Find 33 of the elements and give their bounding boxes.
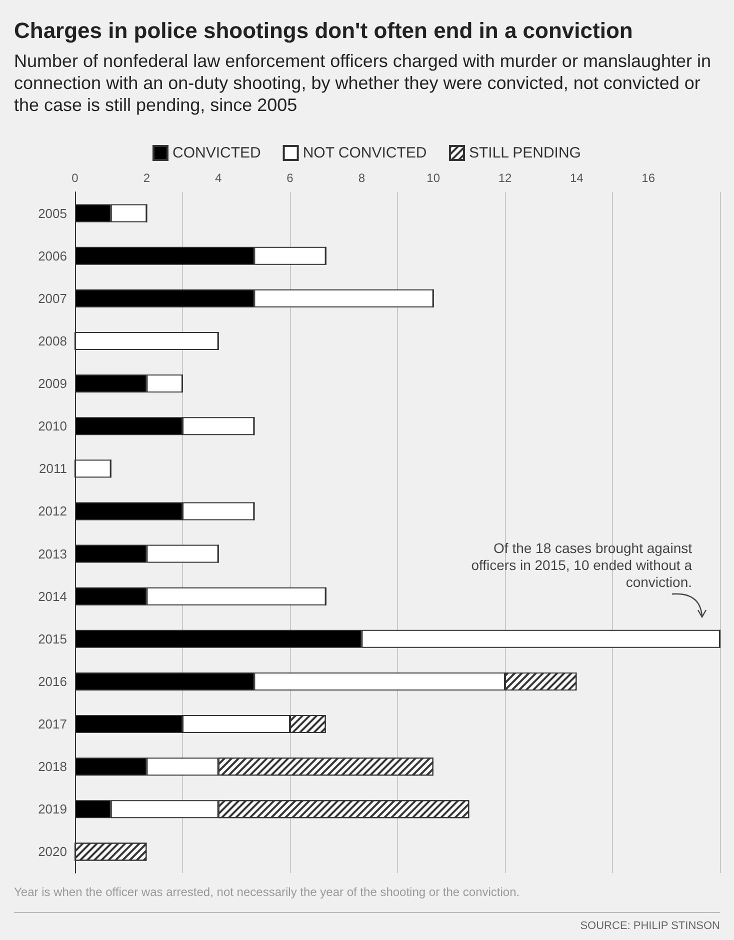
x-tick-label: 14 [570, 171, 584, 185]
y-tick-label: 2018 [38, 759, 67, 774]
y-tick-label: 2006 [38, 248, 67, 264]
x-tick-label: 0 [72, 171, 79, 185]
y-tick-label: 2017 [38, 716, 67, 732]
chart-subtitle: Number of nonfederal law enforcement officers charged with murder or manslaughter in connection with an on-duty shooting, by whether they were convicted, not convicted or the case is still pending, since 2005 [14, 50, 712, 116]
x-tick-label: 8 [358, 171, 366, 185]
y-tick-label: 2016 [38, 674, 67, 689]
y-tick-label: 2009 [38, 376, 67, 392]
x-tick-label: 10 [426, 171, 440, 185]
legend-label: STILL PENDING [468, 144, 581, 162]
y-tick-label: 2011 [39, 461, 67, 476]
y-tick-label: 2012 [38, 504, 67, 519]
y-tick-label: 2014 [38, 588, 67, 604]
y-tick-label: 2010 [38, 418, 67, 434]
chart-title: Charges in police shootings don't often end in a conviction [14, 18, 634, 44]
y-tick-label: 2005 [38, 206, 67, 221]
x-tick-label: 4 [214, 171, 222, 185]
x-tick-label: 6 [286, 171, 294, 185]
legend-label: NOT CONVICTED [302, 144, 427, 162]
legend-label: CONVICTED [172, 144, 261, 162]
y-tick-label: 2019 [38, 802, 67, 817]
y-tick-label: 2020 [38, 844, 67, 860]
annotation: Of the 18 cases brought against officers in 2015, 10 ended without a conviction. [470, 540, 692, 591]
y-tick-label: 2015 [38, 631, 67, 646]
y-tick-label: 2007 [38, 290, 67, 306]
source-note: SOURCE: PHILIP STINSON [580, 920, 720, 932]
y-tick-label: 2013 [38, 546, 67, 562]
y-tick-label: 2008 [38, 333, 67, 348]
x-tick-label: 2 [143, 171, 150, 185]
x-tick-label: 12 [498, 171, 512, 185]
text: Year is when the officer was arrested, not necessarily the year of the shooting or the conviction. [14, 885, 520, 899]
x-tick-label: 16 [642, 171, 656, 185]
